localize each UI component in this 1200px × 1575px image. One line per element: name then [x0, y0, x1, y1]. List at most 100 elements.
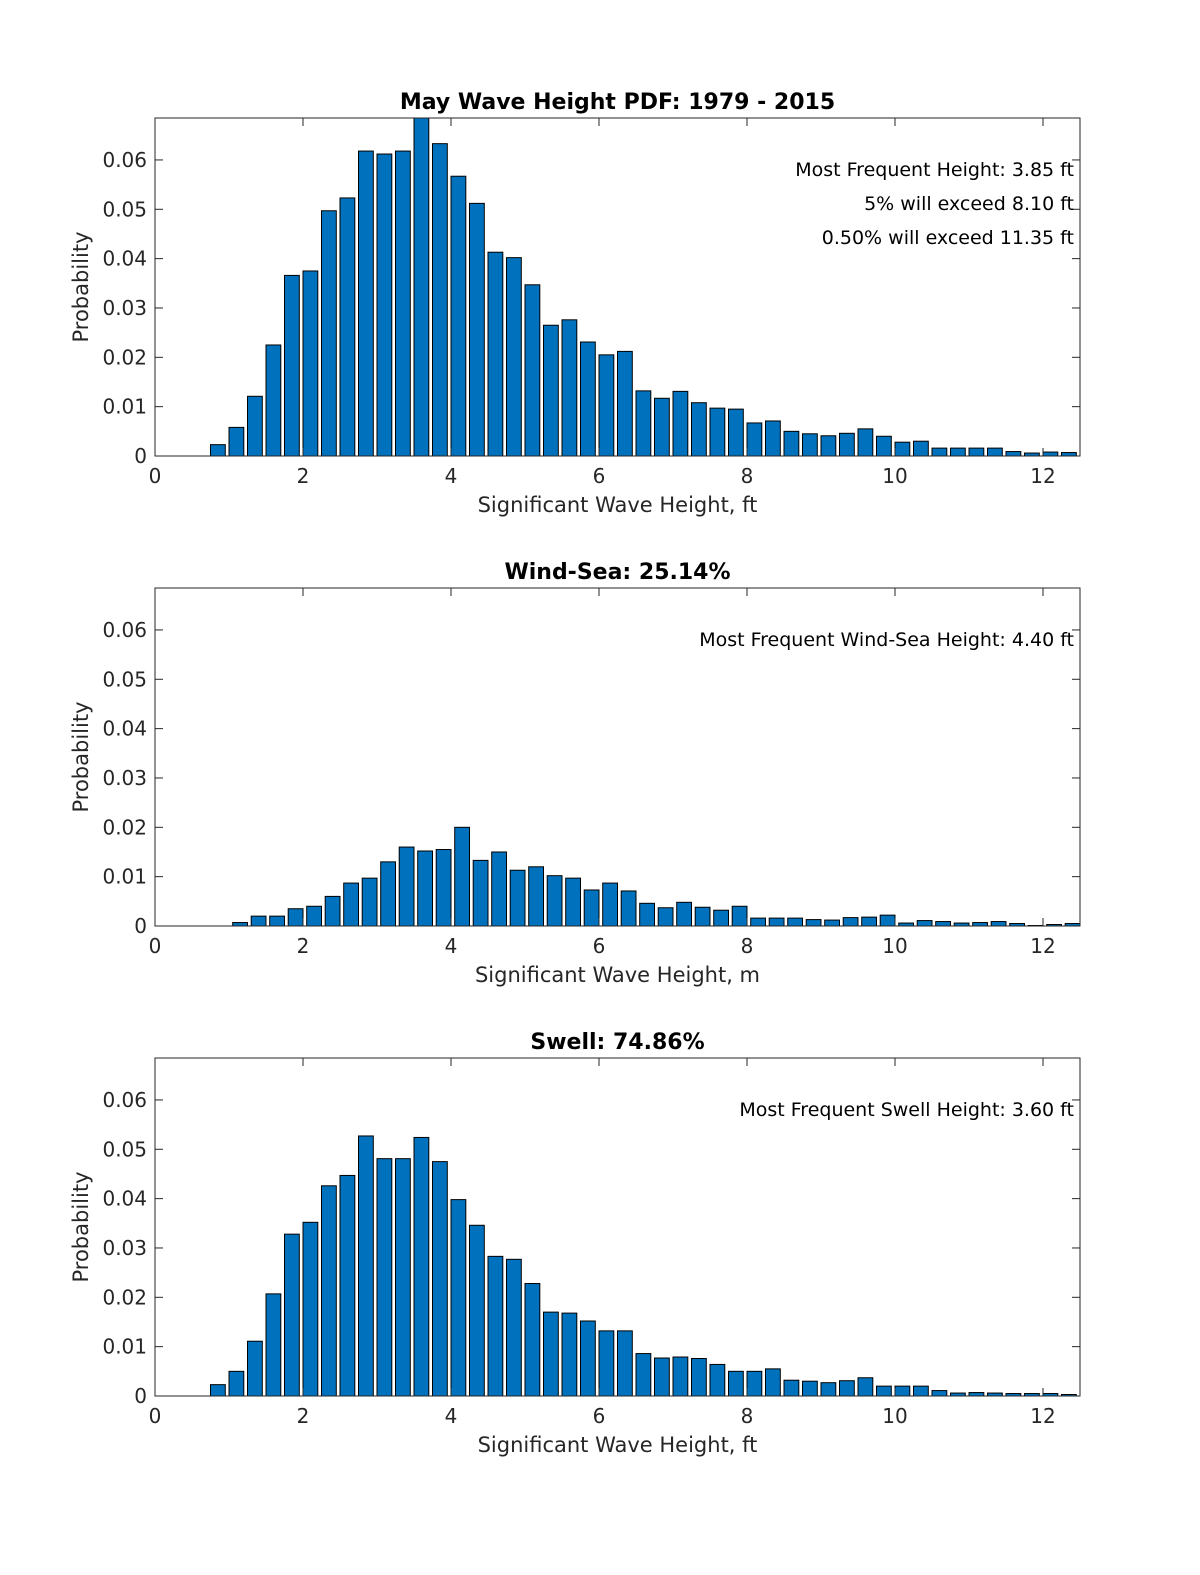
y-tick-label: 0.06	[102, 148, 147, 172]
bar	[380, 861, 397, 927]
x-tick-label: 2	[297, 464, 310, 488]
bar	[210, 1384, 226, 1397]
y-tick-label: 0.01	[102, 395, 147, 419]
bar	[1042, 451, 1059, 457]
plot-frame	[154, 587, 1081, 927]
y-tick-label: 0.03	[102, 1236, 147, 1260]
x-tick-label: 6	[593, 934, 606, 958]
y-tick-label: 0.03	[102, 296, 147, 320]
bar	[506, 257, 522, 457]
bar	[602, 882, 619, 927]
bar	[617, 1330, 633, 1397]
y-tick-label: 0.02	[102, 1285, 147, 1309]
bar	[287, 908, 304, 927]
bar	[265, 344, 282, 457]
x-tick-label: 8	[741, 464, 754, 488]
annotation: 5% will exceed 8.10 ft	[864, 193, 1074, 215]
bar	[247, 395, 263, 457]
bar	[580, 1320, 596, 1397]
y-tick-label: 0	[134, 444, 147, 468]
chart-panel-2: 0 2 4 6 8 10 12 0 0.01 0.02 0.03 0.04 0.05 0.06 Wind-S…	[69, 560, 1081, 987]
bar	[339, 197, 356, 457]
x-tick-label: 4	[445, 934, 458, 958]
x-tick-label: 4	[445, 464, 458, 488]
bar	[546, 875, 563, 927]
bar	[691, 1357, 707, 1397]
y-tick-label: 0.05	[102, 667, 147, 691]
x-axis-label: Significant Wave Height, ft	[478, 1433, 758, 1457]
bar	[432, 143, 448, 457]
bar	[879, 914, 896, 927]
x-tick-label: 8	[741, 934, 754, 958]
bar	[302, 1221, 319, 1397]
bar	[968, 447, 985, 457]
bar	[1061, 452, 1077, 457]
bar	[413, 117, 430, 457]
bar	[709, 407, 726, 457]
bar	[343, 882, 360, 927]
chart-title: Wind-Sea: 25.14%	[504, 560, 730, 585]
y-tick-label: 0.04	[102, 1187, 147, 1211]
bar	[598, 1330, 615, 1397]
bar	[228, 1370, 245, 1397]
bar	[524, 1282, 541, 1397]
bar	[469, 1224, 485, 1397]
bar	[228, 426, 245, 457]
bar	[894, 441, 911, 457]
bar	[620, 890, 637, 927]
y-tick-label: 0.05	[102, 1137, 147, 1161]
y-axis-label: Probability	[69, 701, 93, 812]
bar	[783, 430, 800, 457]
bar	[968, 1392, 985, 1397]
plot-frame	[154, 1057, 1081, 1397]
bar	[583, 889, 600, 927]
x-axis-label: Significant Wave Height, ft	[478, 493, 758, 517]
bar	[509, 869, 526, 927]
bar	[395, 150, 411, 457]
y-tick-label: 0	[134, 914, 147, 938]
bar	[639, 902, 656, 927]
chart-panel-1: 0 2 4 6 8 10 12 0 0.01 0.02 0.03 0.04 0.05 0.06 May Wa…	[69, 90, 1081, 517]
bar	[561, 319, 578, 457]
bar	[802, 433, 818, 457]
bar	[931, 447, 948, 457]
bar	[598, 354, 615, 457]
x-tick-label: 6	[593, 464, 606, 488]
bar	[913, 1385, 929, 1397]
bar	[506, 1258, 522, 1397]
bar	[524, 284, 541, 457]
x-tick-label: 0	[149, 934, 162, 958]
annotation: Most Frequent Swell Height: 3.60 ft	[739, 1099, 1074, 1121]
bar	[842, 917, 859, 927]
bar	[432, 1161, 448, 1397]
bar	[454, 826, 471, 927]
y-tick-label: 0.01	[102, 1335, 147, 1359]
bar	[306, 905, 323, 927]
bar	[450, 175, 467, 457]
bar	[728, 408, 744, 457]
bar	[935, 921, 952, 927]
bar	[358, 1135, 374, 1397]
y-tick-label: 0.01	[102, 865, 147, 889]
bar	[561, 1312, 578, 1397]
x-tick-label: 4	[445, 1404, 458, 1428]
bar	[768, 917, 785, 927]
bar	[376, 153, 393, 457]
bar	[672, 390, 689, 457]
bar	[321, 210, 337, 457]
bar	[635, 390, 652, 457]
bar	[654, 1357, 670, 1397]
annotation: Most Frequent Wind-Sea Height: 4.40 ft	[699, 629, 1074, 651]
bar	[339, 1174, 356, 1397]
bar	[398, 846, 415, 927]
bar	[950, 447, 966, 457]
bar	[765, 1368, 781, 1397]
bar	[324, 895, 341, 927]
bar	[450, 1199, 467, 1397]
bar	[691, 402, 707, 457]
bar	[876, 1385, 892, 1397]
x-tick-label: 0	[149, 464, 162, 488]
bar	[543, 324, 559, 457]
bar	[839, 1380, 855, 1397]
bar	[694, 906, 711, 927]
